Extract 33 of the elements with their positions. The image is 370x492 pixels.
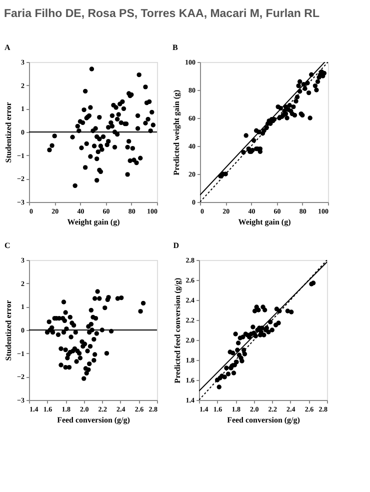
x-axis-title: Feed conversion (g/g) [57, 416, 130, 424]
chart-title: D [173, 241, 180, 250]
point [250, 324, 256, 330]
y-axis-title: Predicted weight gain (g) [172, 89, 181, 176]
point [289, 310, 294, 314]
point [216, 384, 222, 390]
point [276, 320, 281, 326]
point [266, 330, 271, 334]
x-axis-title: Feed conversion (g/g) [227, 416, 300, 424]
point [240, 334, 246, 340]
chart-title: B [172, 43, 178, 52]
point [256, 308, 261, 312]
point [234, 360, 239, 364]
point [222, 374, 227, 380]
point [270, 328, 274, 332]
point [262, 308, 268, 312]
point [230, 350, 236, 356]
text: Faria Filho DE, Rosa PS, Torres KAA, Macari M, Furlan RL [4, 8, 320, 20]
y-axis-title: Predicted feed conversion (g/g) [172, 277, 182, 384]
point [236, 340, 241, 346]
x-axis-title: Weight gain (g) [238, 218, 292, 226]
chart-title: C [4, 241, 11, 250]
chart-title: A [4, 43, 11, 52]
point [285, 308, 290, 314]
x-axis-title: Weight gain (g) [67, 218, 120, 226]
point [231, 370, 236, 376]
point [240, 358, 244, 364]
y-axis-title: Studentized error [4, 102, 14, 163]
point [262, 332, 266, 338]
y-axis-title: Studentized error [4, 300, 14, 361]
point [226, 372, 231, 376]
point [233, 332, 238, 336]
point [242, 352, 248, 356]
